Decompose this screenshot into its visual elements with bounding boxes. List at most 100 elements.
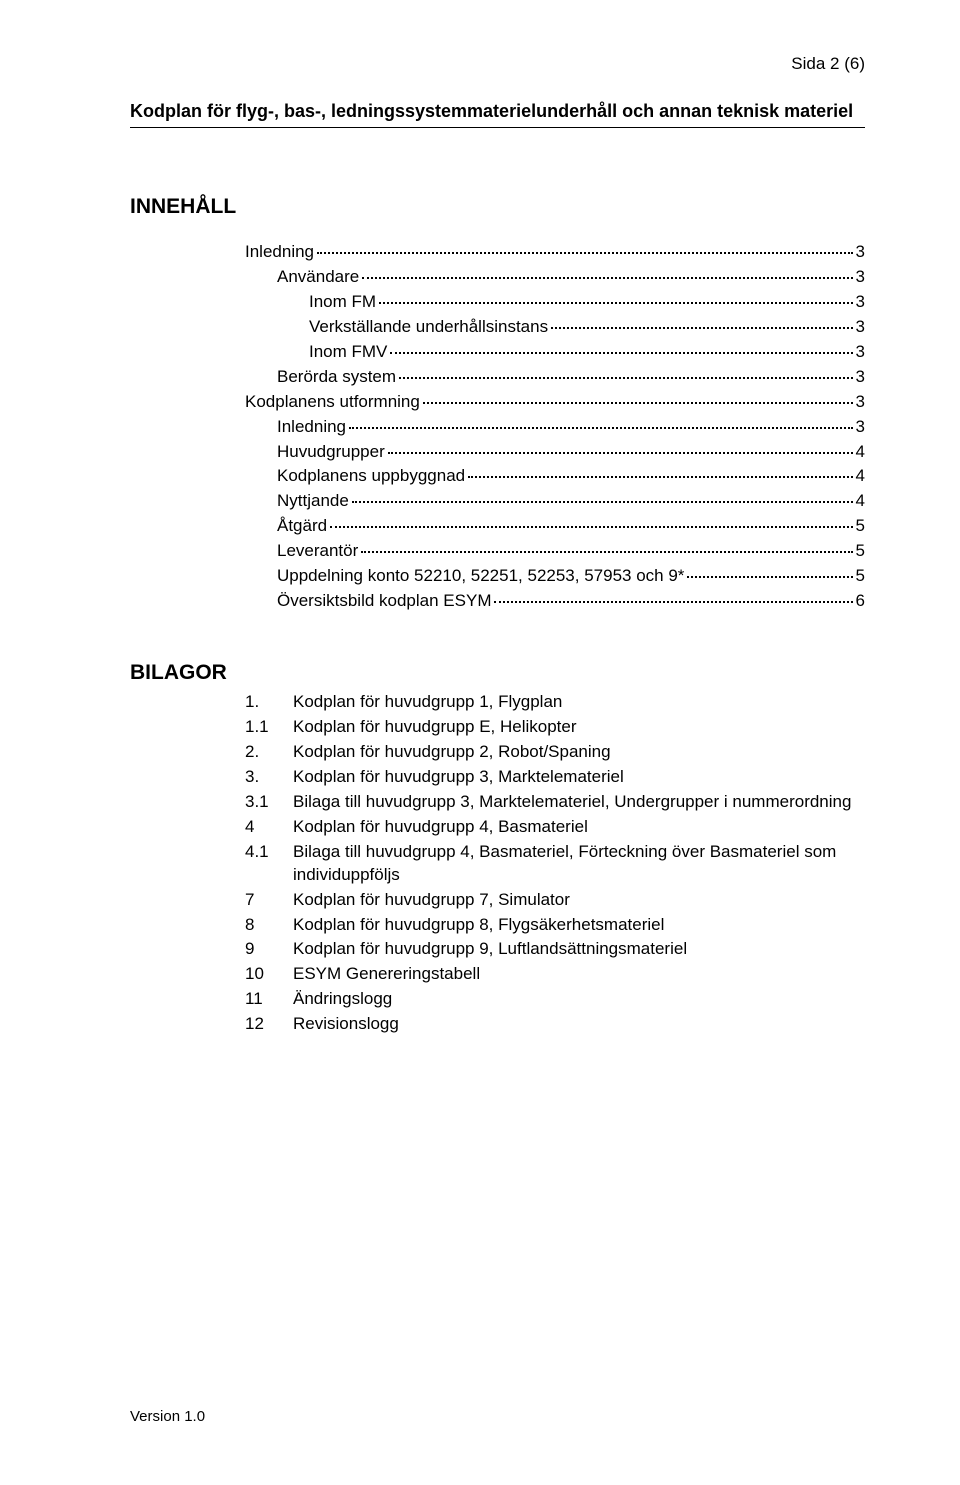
bilagor-heading: BILAGOR — [130, 661, 865, 685]
toc-page-number: 3 — [856, 241, 865, 264]
bilagor-list: 1.Kodplan för huvudgrupp 1, Flygplan1.1K… — [245, 691, 865, 1036]
toc-page-number: 5 — [856, 540, 865, 563]
bilagor-number: 11 — [245, 988, 293, 1011]
toc-label: Kodplanens utformning — [245, 391, 420, 414]
toc-page-number: 6 — [856, 590, 865, 613]
toc-page-number: 3 — [856, 341, 865, 364]
bilagor-row: 1.1Kodplan för huvudgrupp E, Helikopter — [245, 716, 865, 739]
toc-row: Huvudgrupper 4 — [245, 441, 865, 464]
toc-page-number: 3 — [856, 316, 865, 339]
bilagor-row: 12Revisionslogg — [245, 1013, 865, 1036]
toc-page-number: 4 — [856, 465, 865, 488]
toc-page-number: 3 — [856, 291, 865, 314]
bilagor-text: Revisionslogg — [293, 1013, 865, 1036]
bilagor-row: 4Kodplan för huvudgrupp 4, Basmateriel — [245, 816, 865, 839]
main-content: INNEHÅLL Inledning3Användare3Inom FM3Ver… — [130, 195, 865, 1038]
bilagor-number: 1.1 — [245, 716, 293, 739]
toc-row: Inom FMV 3 — [245, 341, 865, 364]
toc-row: Inom FM 3 — [245, 291, 865, 314]
bilagor-text: Kodplan för huvudgrupp 3, Marktelemateri… — [293, 766, 865, 789]
bilagor-text: Kodplan för huvudgrupp E, Helikopter — [293, 716, 865, 739]
toc-leader-dots — [352, 501, 853, 503]
bilagor-number: 9 — [245, 938, 293, 961]
toc-label: Uppdelning konto 52210, 52251, 52253, 57… — [277, 565, 684, 588]
toc-page-number: 3 — [856, 416, 865, 439]
toc-row: Verkställande underhållsinstans 3 — [245, 316, 865, 339]
toc-row: Översiktsbild kodplan ESYM 6 — [245, 590, 865, 613]
bilagor-number: 3.1 — [245, 791, 293, 814]
bilagor-row: 4.1Bilaga till huvudgrupp 4, Basmateriel… — [245, 841, 865, 887]
toc-label: Åtgärd — [277, 515, 327, 538]
bilagor-text: Ändringslogg — [293, 988, 865, 1011]
toc-leader-dots — [388, 452, 853, 454]
toc-page-number: 3 — [856, 266, 865, 289]
toc-label: Huvudgrupper — [277, 441, 385, 464]
bilagor-number: 10 — [245, 963, 293, 986]
toc-label: Leverantör — [277, 540, 358, 563]
bilagor-number: 7 — [245, 889, 293, 912]
toc-page-number: 4 — [856, 490, 865, 513]
toc-label: Översiktsbild kodplan ESYM — [277, 590, 491, 613]
toc-leader-dots — [361, 551, 852, 553]
bilagor-row: 1.Kodplan för huvudgrupp 1, Flygplan — [245, 691, 865, 714]
bilagor-row: 8Kodplan för huvudgrupp 8, Flygsäkerhets… — [245, 914, 865, 937]
footer-version: Version 1.0 — [130, 1408, 205, 1425]
toc-label: Inledning — [245, 241, 314, 264]
toc-page-number: 3 — [856, 391, 865, 414]
bilagor-row: 9Kodplan för huvudgrupp 9, Luftlandsättn… — [245, 938, 865, 961]
title-rule — [130, 127, 865, 128]
toc-row: Kodplanens uppbyggnad 4 — [245, 465, 865, 488]
toc-row: Inledning 3 — [245, 241, 865, 264]
toc-label: Kodplanens uppbyggnad — [277, 465, 465, 488]
bilagor-text: Kodplan för huvudgrupp 4, Basmateriel — [293, 816, 865, 839]
toc-row: Kodplanens utformning 3 — [245, 391, 865, 414]
bilagor-number: 3. — [245, 766, 293, 789]
toc-leader-dots — [379, 302, 852, 304]
bilagor-text: Kodplan för huvudgrupp 8, Flygsäkerhetsm… — [293, 914, 865, 937]
toc-label: Inledning — [277, 416, 346, 439]
toc-label: Verkställande underhållsinstans — [309, 316, 548, 339]
toc-page-number: 5 — [856, 565, 865, 588]
bilagor-number: 8 — [245, 914, 293, 937]
toc-label: Berörda system — [277, 366, 396, 389]
toc-page-number: 5 — [856, 515, 865, 538]
bilagor-row: 2.Kodplan för huvudgrupp 2, Robot/Spanin… — [245, 741, 865, 764]
bilagor-number: 12 — [245, 1013, 293, 1036]
bilagor-text: ESYM Genereringstabell — [293, 963, 865, 986]
toc-leader-dots — [494, 601, 852, 603]
toc-page-number: 3 — [856, 366, 865, 389]
document-title: Kodplan för flyg-, bas-, ledningssystemm… — [130, 101, 865, 126]
toc-leader-dots — [330, 526, 852, 528]
bilagor-row: 3.Kodplan för huvudgrupp 3, Marktelemate… — [245, 766, 865, 789]
toc-row: Åtgärd 5 — [245, 515, 865, 538]
toc-label: Inom FM — [309, 291, 376, 314]
bilagor-row: 7Kodplan för huvudgrupp 7, Simulator — [245, 889, 865, 912]
toc-row: Inledning 3 — [245, 416, 865, 439]
bilagor-row: 3.1Bilaga till huvudgrupp 3, Marktelemat… — [245, 791, 865, 814]
bilagor-number: 2. — [245, 741, 293, 764]
table-of-contents: Inledning3Användare3Inom FM3Verkställand… — [245, 241, 865, 613]
toc-label: Nyttjande — [277, 490, 349, 513]
toc-page-number: 4 — [856, 441, 865, 464]
toc-leader-dots — [399, 377, 852, 379]
toc-row: Berörda system 3 — [245, 366, 865, 389]
toc-heading: INNEHÅLL — [130, 195, 865, 219]
bilagor-text: Kodplan för huvudgrupp 2, Robot/Spaning — [293, 741, 865, 764]
toc-leader-dots — [468, 476, 852, 478]
bilagor-row: 10ESYM Genereringstabell — [245, 963, 865, 986]
bilagor-row: 11Ändringslogg — [245, 988, 865, 1011]
toc-label: Inom FMV — [309, 341, 387, 364]
toc-leader-dots — [390, 352, 852, 354]
toc-row: Leverantör 5 — [245, 540, 865, 563]
page-number: Sida 2 (6) — [791, 54, 865, 74]
toc-leader-dots — [349, 427, 853, 429]
bilagor-text: Bilaga till huvudgrupp 4, Basmateriel, F… — [293, 841, 865, 887]
toc-leader-dots — [362, 277, 852, 279]
bilagor-text: Kodplan för huvudgrupp 1, Flygplan — [293, 691, 865, 714]
bilagor-number: 1. — [245, 691, 293, 714]
toc-label: Användare — [277, 266, 359, 289]
bilagor-number: 4 — [245, 816, 293, 839]
document-page: Sida 2 (6) Kodplan för flyg-, bas-, ledn… — [0, 0, 960, 1485]
toc-leader-dots — [551, 327, 852, 329]
toc-leader-dots — [317, 252, 853, 254]
